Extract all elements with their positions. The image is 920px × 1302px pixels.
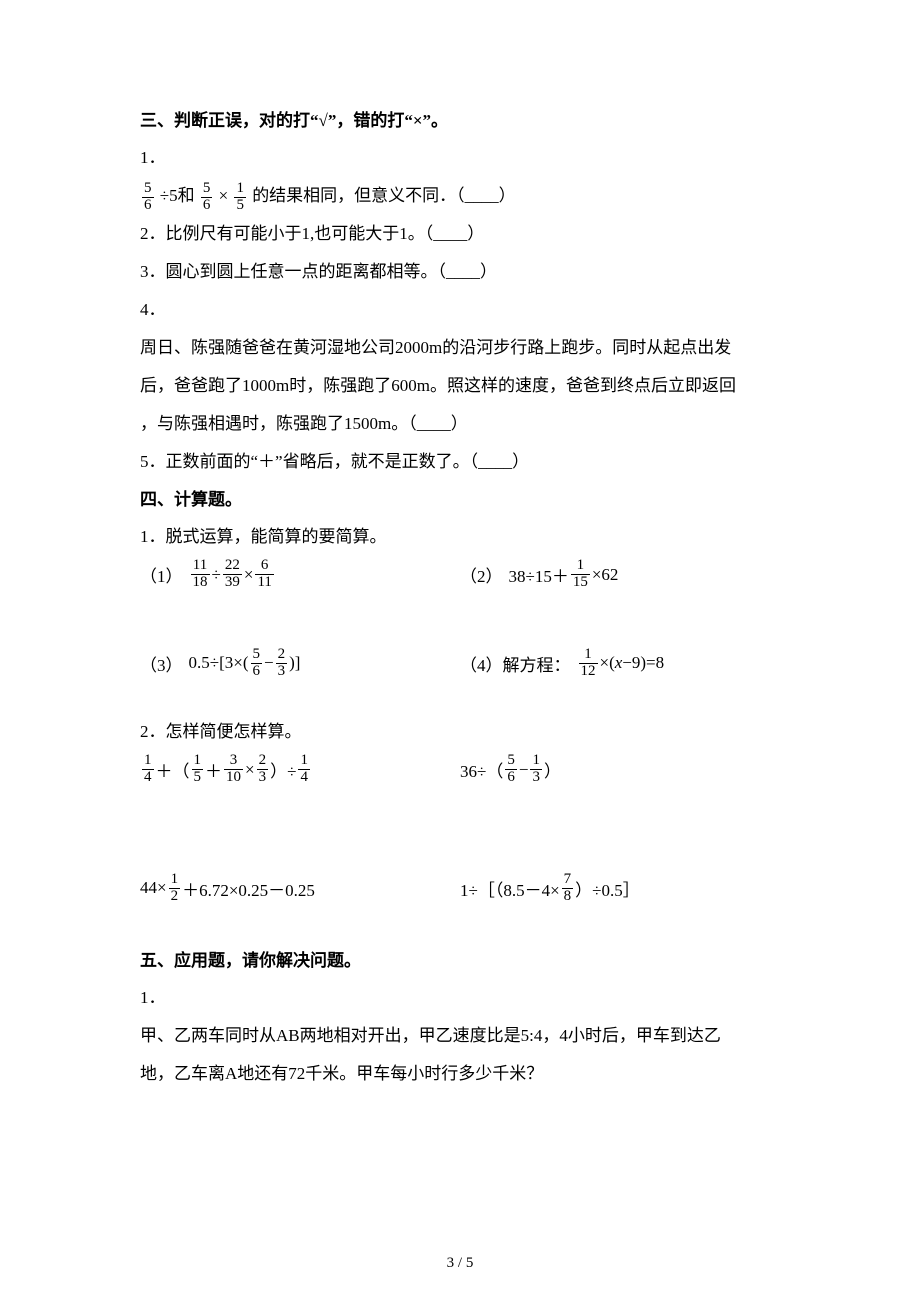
frac-2-3b: 23 xyxy=(257,753,269,786)
calc-2-label: （2） xyxy=(460,562,503,587)
s3-q4-l1: 周日、陈强随爸爸在黄河湿地公司2000m的沿河步行路上跑步。同时从起点出发 xyxy=(140,331,780,365)
frac-5-6d: 56 xyxy=(505,753,517,786)
s3-q1: 1． xyxy=(140,141,780,175)
text: ）÷ xyxy=(270,757,296,782)
calc-4: （4）解方程： 112 ×(x−9)=8 xyxy=(460,647,780,680)
op: − xyxy=(264,653,274,673)
calc-row-1: （1） 1118 ÷ 2239 × 611 （2） 38÷15＋ 115 ×62 xyxy=(140,558,780,591)
s3-q4-l3: ，与陈强相遇时，陈强跑了1500m。（____） xyxy=(140,407,780,441)
spacer xyxy=(140,910,780,940)
s3-q1-body: 56 ÷5和 56 × 15 的结果相同，但意义不同．（____） xyxy=(140,179,780,213)
s3-q2: 2．比例尺有可能小于1,也可能大于1。（____） xyxy=(140,217,780,251)
s5-q1-l2: 地，乙车离A地还有72千米。甲车每小时行多少千米？ xyxy=(140,1057,780,1091)
page: 三、判断正误，对的打“√”，错的打“×”。 1． 56 ÷5和 56 × 15 … xyxy=(0,0,920,1302)
s3-q1-num: 1． xyxy=(140,148,166,167)
text: 0.5÷[3×( xyxy=(189,653,249,673)
text: 1÷［（8.5－4× xyxy=(460,876,560,901)
frac-6-11: 611 xyxy=(255,558,273,591)
text: × xyxy=(219,186,229,205)
text: 44× xyxy=(140,878,167,898)
s3-q5: 5．正数前面的“＋”省略后，就不是正数了。（____） xyxy=(140,445,780,479)
text: 38÷15＋ xyxy=(509,562,569,587)
s3-q4-l2: 后，爸爸跑了1000m时，陈强跑了600m。照这样的速度，爸爸到终点后立即返回 xyxy=(140,369,780,403)
frac-1-5: 15 xyxy=(234,181,246,214)
op: − xyxy=(519,760,529,780)
calc-row-4: 44× 12 ＋6.72×0.25－0.25 1÷［（8.5－4× 78 ）÷0… xyxy=(140,872,780,905)
text: 36÷（ xyxy=(460,757,503,782)
spacer xyxy=(140,792,780,842)
calc-d2: 36÷（ 56 − 13 ） xyxy=(460,753,780,786)
frac-1-2: 12 xyxy=(169,872,181,905)
text: ＋ xyxy=(205,757,222,782)
frac-1-5b: 15 xyxy=(192,753,204,786)
calc-1-label: （1） xyxy=(140,562,183,587)
spacer xyxy=(140,685,780,715)
section5-header: 五、应用题，请你解决问题。 xyxy=(140,946,780,971)
s4-q2-head: 2．怎样简便怎样算。 xyxy=(140,715,780,749)
spacer xyxy=(140,597,780,647)
frac-1-15: 115 xyxy=(571,558,590,591)
op: ÷ xyxy=(212,565,221,585)
text: ÷5和 xyxy=(160,186,195,205)
frac-5-6c: 56 xyxy=(251,647,263,680)
s4-q1-head: 1．脱式运算，能简算的要简算。 xyxy=(140,520,780,554)
section4-header: 四、计算题。 xyxy=(140,485,780,510)
frac-5-6b: 56 xyxy=(201,181,213,214)
frac-22-39: 2239 xyxy=(223,558,242,591)
calc-4-label: （4）解方程： xyxy=(460,651,571,676)
text: ） xyxy=(544,757,561,782)
text: ×62 xyxy=(592,565,619,585)
calc-d4: 1÷［（8.5－4× 78 ）÷0.5］ xyxy=(460,872,780,905)
s5-q1-l1: 甲、乙两车同时从AB两地相对开出，甲乙速度比是5:4，4小时后，甲车到达乙 xyxy=(140,1019,780,1053)
frac-1-4a: 14 xyxy=(142,753,154,786)
s3-q3: 3．圆心到圆上任意一点的距离都相等。（____） xyxy=(140,255,780,289)
s3-q4-num: 4． xyxy=(140,293,780,327)
page-number: 3 / 5 xyxy=(0,1255,920,1272)
calc-3: （3） 0.5÷[3×( 56 − 23 )] xyxy=(140,647,460,680)
section3-header: 三、判断正误，对的打“√”，错的打“×”。 xyxy=(140,106,780,131)
frac-7-8: 78 xyxy=(562,872,574,905)
text: )] xyxy=(289,653,300,673)
op: × xyxy=(244,565,254,585)
spacer xyxy=(140,842,780,872)
calc-1: （1） 1118 ÷ 2239 × 611 xyxy=(140,558,460,591)
frac-5-6a: 56 xyxy=(142,181,154,214)
text: ＋6.72×0.25－0.25 xyxy=(182,876,315,901)
frac-1-12: 112 xyxy=(579,647,598,680)
text: ＋（ xyxy=(156,757,190,782)
frac-1-3: 13 xyxy=(530,753,542,786)
text: × xyxy=(245,760,255,780)
text: 的结果相同，但意义不同．（____） xyxy=(252,186,516,205)
calc-3-label: （3） xyxy=(140,651,183,676)
calc-row-3: 14 ＋（ 15 ＋ 310 × 23 ）÷ 14 36÷（ 56 − 13 ） xyxy=(140,753,780,786)
calc-d1: 14 ＋（ 15 ＋ 310 × 23 ）÷ 14 xyxy=(140,753,460,786)
s5-q1-num: 1． xyxy=(140,981,780,1015)
calc-2: （2） 38÷15＋ 115 ×62 xyxy=(460,558,780,591)
frac-2-3: 23 xyxy=(276,647,288,680)
frac-3-10: 310 xyxy=(224,753,243,786)
text: ×(x−9)=8 xyxy=(600,653,665,673)
frac-1-4b: 14 xyxy=(298,753,310,786)
calc-row-2: （3） 0.5÷[3×( 56 − 23 )] （4）解方程： 112 ×(x−… xyxy=(140,647,780,680)
calc-d3: 44× 12 ＋6.72×0.25－0.25 xyxy=(140,872,460,905)
text: ）÷0.5］ xyxy=(575,876,640,901)
frac-11-18: 1118 xyxy=(191,558,210,591)
